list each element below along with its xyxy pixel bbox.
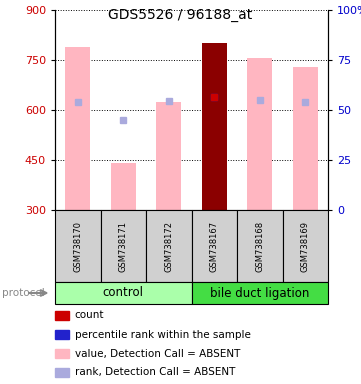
Bar <box>65 47 90 210</box>
Text: GSM738172: GSM738172 <box>164 220 173 271</box>
Text: percentile rank within the sample: percentile rank within the sample <box>75 329 251 339</box>
Bar <box>202 43 227 210</box>
Bar <box>146 210 191 282</box>
Text: GSM738168: GSM738168 <box>255 220 264 271</box>
Bar <box>247 58 272 210</box>
Bar <box>191 210 237 282</box>
Text: GSM738170: GSM738170 <box>73 220 82 271</box>
Bar <box>100 210 146 282</box>
Bar <box>191 282 328 304</box>
Text: GSM738167: GSM738167 <box>210 220 219 271</box>
Text: value, Detection Call = ABSENT: value, Detection Call = ABSENT <box>75 349 240 359</box>
Bar <box>55 282 191 304</box>
Text: rank, Detection Call = ABSENT: rank, Detection Call = ABSENT <box>75 367 235 377</box>
Text: count: count <box>75 311 104 321</box>
Bar <box>156 102 181 210</box>
Bar <box>283 210 328 282</box>
Text: protocol: protocol <box>2 288 44 298</box>
Text: control: control <box>103 286 144 300</box>
Text: GSM738169: GSM738169 <box>301 220 310 271</box>
Text: bile duct ligation: bile duct ligation <box>210 286 309 300</box>
Bar <box>293 67 318 210</box>
Text: GDS5526 / 96188_at: GDS5526 / 96188_at <box>108 8 253 22</box>
Bar <box>55 210 100 282</box>
Text: GSM738171: GSM738171 <box>119 220 128 271</box>
Bar <box>111 163 136 210</box>
Bar <box>237 210 283 282</box>
